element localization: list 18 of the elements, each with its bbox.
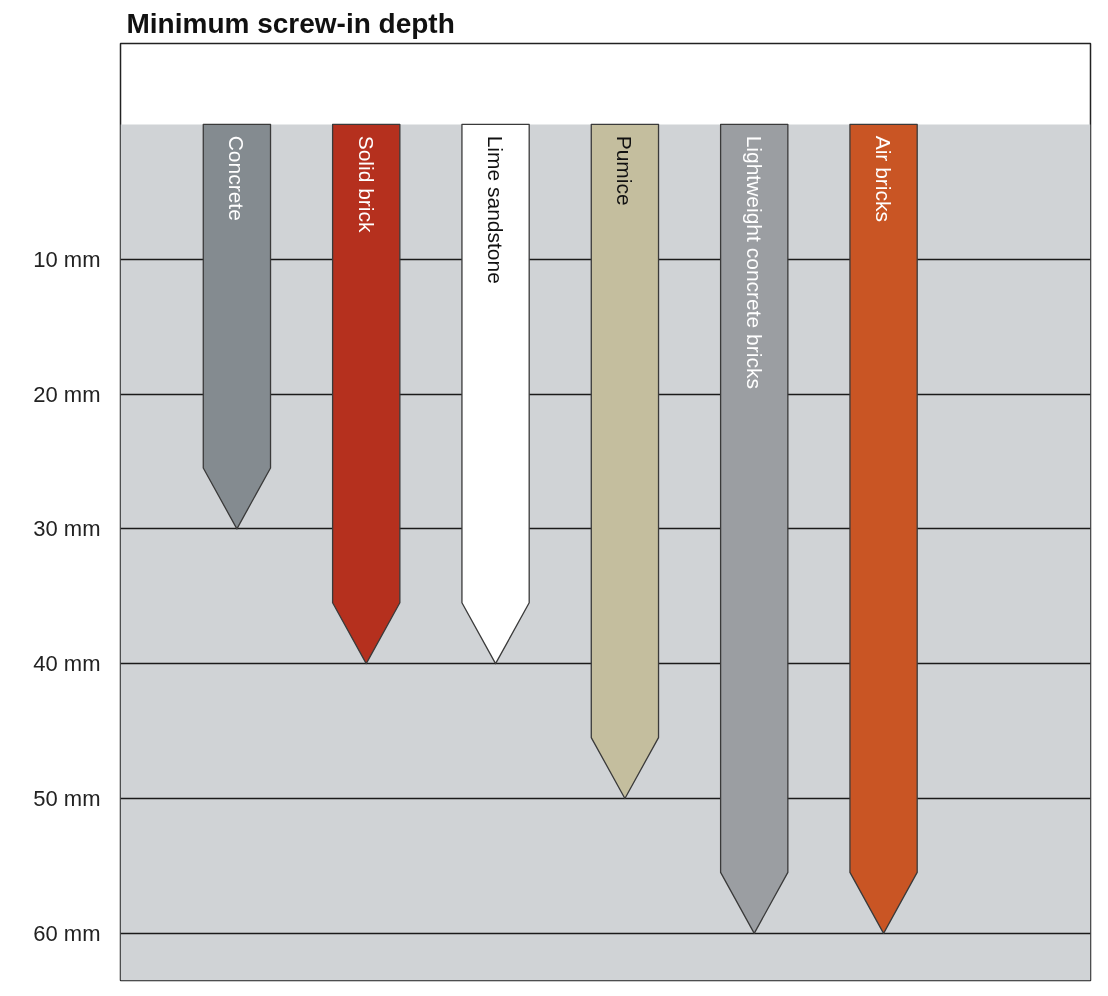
- x-tick-label: Concrete: [225, 135, 249, 221]
- y-tick-label: 30 mm: [33, 516, 101, 542]
- x-tick-label: Pumice: [613, 135, 637, 206]
- bar: [719, 123, 789, 934]
- y-tick-label: 50 mm: [33, 785, 101, 811]
- x-tick-label: Lime sandstone: [484, 135, 508, 284]
- y-tick-label: 60 mm: [33, 920, 101, 946]
- y-tick-label: 10 mm: [33, 246, 101, 272]
- x-tick-label: Lightweight concrete bricks: [742, 135, 766, 389]
- y-tick-label: 20 mm: [33, 381, 101, 407]
- x-tick-label: Solid brick: [354, 135, 378, 233]
- x-tick-label: Air bricks: [872, 135, 896, 222]
- bar: [461, 123, 530, 665]
- bar: [331, 123, 401, 665]
- chart-title: Minimum screw-in depth: [126, 7, 455, 39]
- bar: [849, 123, 918, 934]
- y-tick-label: 40 mm: [33, 651, 101, 677]
- bar: [590, 123, 660, 800]
